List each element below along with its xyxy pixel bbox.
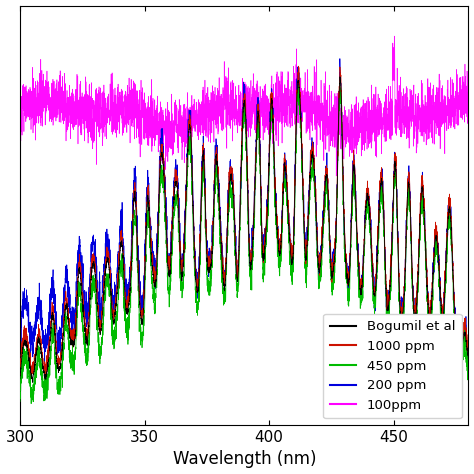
X-axis label: Wavelength (nm): Wavelength (nm) [173, 450, 316, 468]
Legend: Bogumil et al, 1000 ppm, 450 ppm, 200 ppm, 100ppm: Bogumil et al, 1000 ppm, 450 ppm, 200 pp… [323, 314, 462, 419]
